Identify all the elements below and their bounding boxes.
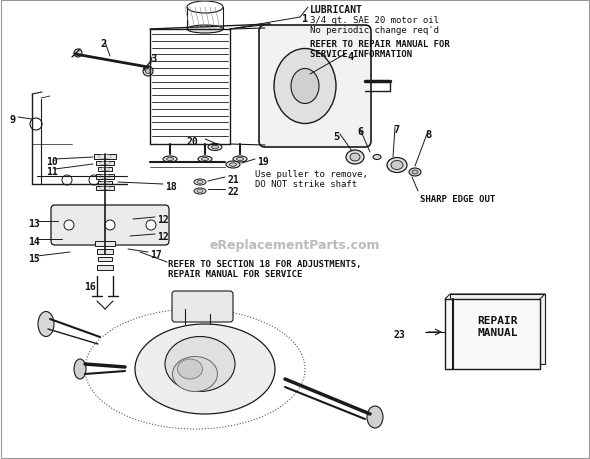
Ellipse shape xyxy=(38,312,54,337)
Text: 3: 3 xyxy=(150,54,156,64)
Ellipse shape xyxy=(194,179,206,185)
Circle shape xyxy=(89,176,99,185)
Ellipse shape xyxy=(226,162,240,168)
Text: 10: 10 xyxy=(46,157,58,167)
Ellipse shape xyxy=(187,2,223,14)
Circle shape xyxy=(146,69,150,74)
Ellipse shape xyxy=(230,163,237,167)
Text: 4: 4 xyxy=(347,52,353,62)
Bar xyxy=(96,162,114,166)
FancyBboxPatch shape xyxy=(51,206,169,246)
Circle shape xyxy=(105,220,115,230)
Ellipse shape xyxy=(178,359,202,379)
Text: 22: 22 xyxy=(227,187,239,196)
Ellipse shape xyxy=(412,171,418,174)
Ellipse shape xyxy=(387,158,407,173)
Text: DO NOT strike shaft: DO NOT strike shaft xyxy=(255,179,357,189)
Text: 8: 8 xyxy=(425,130,431,140)
Text: 14: 14 xyxy=(28,236,40,246)
Text: 12: 12 xyxy=(157,214,169,224)
Bar xyxy=(98,257,112,262)
Ellipse shape xyxy=(135,325,275,414)
Bar xyxy=(450,294,545,364)
Bar xyxy=(96,187,114,190)
Text: 9: 9 xyxy=(9,115,15,125)
Ellipse shape xyxy=(391,161,403,170)
Ellipse shape xyxy=(409,168,421,177)
Bar xyxy=(95,241,115,246)
Ellipse shape xyxy=(186,302,214,320)
Circle shape xyxy=(62,176,72,185)
Ellipse shape xyxy=(291,69,319,104)
Ellipse shape xyxy=(208,144,222,151)
Text: 12: 12 xyxy=(157,231,169,241)
Text: 21: 21 xyxy=(227,174,239,185)
FancyBboxPatch shape xyxy=(172,291,233,322)
Text: REFER TO SECTION 18 FOR ADJUSTMENTS,: REFER TO SECTION 18 FOR ADJUSTMENTS, xyxy=(168,259,362,269)
Text: 7: 7 xyxy=(393,125,399,134)
Bar xyxy=(94,155,116,160)
Ellipse shape xyxy=(197,181,203,184)
Text: 1: 1 xyxy=(302,14,308,24)
Ellipse shape xyxy=(211,146,218,150)
Circle shape xyxy=(30,119,42,131)
Ellipse shape xyxy=(198,157,212,162)
Circle shape xyxy=(64,220,74,230)
Text: 18: 18 xyxy=(165,182,177,191)
Ellipse shape xyxy=(237,158,244,161)
Bar xyxy=(445,299,540,369)
Bar xyxy=(98,168,112,172)
Text: 6: 6 xyxy=(357,127,363,137)
Text: eReplacementParts.com: eReplacementParts.com xyxy=(210,238,380,251)
Text: 23: 23 xyxy=(394,329,405,339)
Ellipse shape xyxy=(202,158,208,161)
Circle shape xyxy=(143,67,153,77)
Ellipse shape xyxy=(172,357,218,392)
Bar xyxy=(97,265,113,270)
Text: 2: 2 xyxy=(100,39,106,49)
Text: 16: 16 xyxy=(84,281,96,291)
Text: 11: 11 xyxy=(46,167,58,177)
Text: REPAIR MANUAL FOR SERVICE: REPAIR MANUAL FOR SERVICE xyxy=(168,269,302,279)
Ellipse shape xyxy=(187,26,223,34)
Text: LUBRICANT: LUBRICANT xyxy=(310,5,363,15)
Text: 15: 15 xyxy=(28,253,40,263)
Ellipse shape xyxy=(197,190,203,193)
Text: 20: 20 xyxy=(186,137,198,147)
Bar xyxy=(98,182,112,185)
Ellipse shape xyxy=(367,406,383,428)
Ellipse shape xyxy=(233,157,247,162)
Bar xyxy=(96,174,114,179)
Ellipse shape xyxy=(74,359,86,379)
Ellipse shape xyxy=(194,189,206,195)
Text: SERVICE INFORMATION: SERVICE INFORMATION xyxy=(310,50,412,59)
Text: 5: 5 xyxy=(333,132,339,142)
Ellipse shape xyxy=(165,337,235,392)
Text: Use puller to remove,: Use puller to remove, xyxy=(255,170,368,179)
Text: No periodic change req'd: No periodic change req'd xyxy=(310,26,439,35)
Text: 3/4 qt. SAE 20 motor oil: 3/4 qt. SAE 20 motor oil xyxy=(310,16,439,25)
Text: 17: 17 xyxy=(150,249,162,259)
Circle shape xyxy=(74,50,82,58)
Ellipse shape xyxy=(166,158,173,161)
Text: 13: 13 xyxy=(28,218,40,229)
Ellipse shape xyxy=(346,151,364,165)
Text: SHARP EDGE OUT: SHARP EDGE OUT xyxy=(420,195,495,203)
Text: REFER TO REPAIR MANUAL FOR: REFER TO REPAIR MANUAL FOR xyxy=(310,40,450,49)
Circle shape xyxy=(146,220,156,230)
Text: 19: 19 xyxy=(257,157,269,167)
FancyBboxPatch shape xyxy=(259,26,371,148)
Bar xyxy=(97,249,113,254)
Ellipse shape xyxy=(373,155,381,160)
Ellipse shape xyxy=(350,154,360,162)
Ellipse shape xyxy=(163,157,177,162)
Text: REPAIR
MANUAL: REPAIR MANUAL xyxy=(477,315,518,337)
Ellipse shape xyxy=(274,50,336,124)
